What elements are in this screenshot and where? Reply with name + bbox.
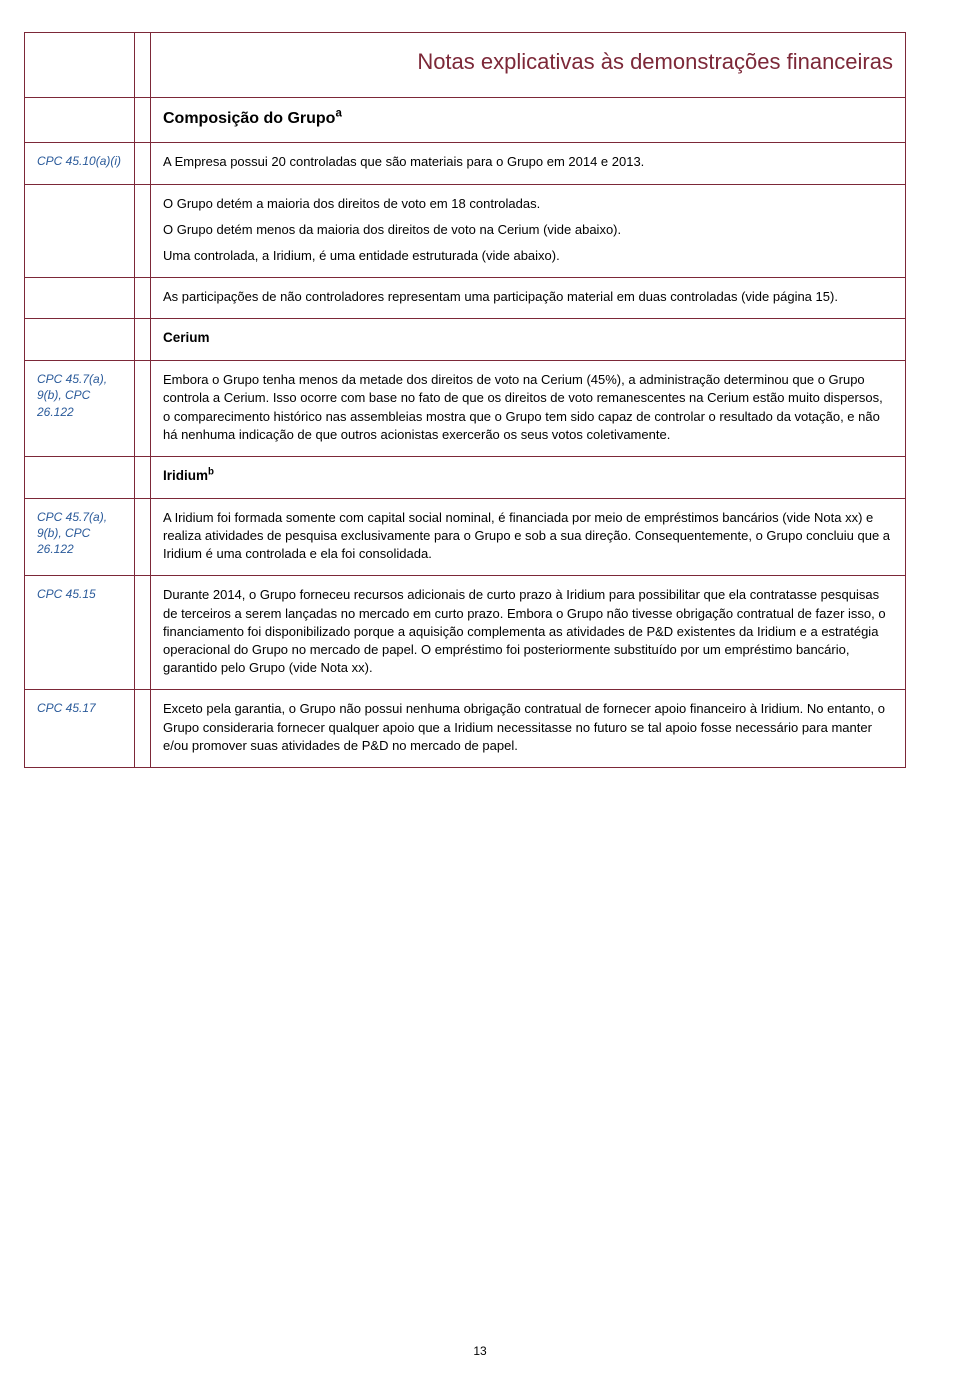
- ref-cell: [25, 98, 135, 143]
- ref-cell: [25, 319, 135, 361]
- page: Notas explicativas às demonstrações fina…: [0, 0, 960, 768]
- body-paragraph: Durante 2014, o Grupo forneceu recursos …: [163, 586, 893, 677]
- body-cell: A Iridium foi formada somente com capita…: [151, 498, 906, 576]
- spacer-cell: [135, 498, 151, 576]
- table-row: Cerium: [25, 319, 906, 361]
- spacer-cell: [135, 456, 151, 498]
- ref-cell: CPC 45.7(a), 9(b), CPC 26.122: [25, 361, 135, 457]
- body-cell: Notas explicativas às demonstrações fina…: [151, 33, 906, 98]
- ref-cell: [25, 184, 135, 278]
- section-title-text: Composição do Grupo: [163, 110, 335, 127]
- sub-heading-text: Iridium: [163, 468, 208, 483]
- notes-table: Notas explicativas às demonstrações fina…: [24, 32, 906, 768]
- spacer-cell: [135, 278, 151, 319]
- spacer-cell: [135, 576, 151, 690]
- table-row: O Grupo detém a maioria dos direitos de …: [25, 184, 906, 278]
- ref-cell: CPC 45.17: [25, 690, 135, 768]
- table-row: CPC 45.7(a), 9(b), CPC 26.122 A Iridium …: [25, 498, 906, 576]
- sub-heading: Cerium: [163, 329, 893, 348]
- ref-cell: [25, 33, 135, 98]
- body-cell: Cerium: [151, 319, 906, 361]
- body-cell: A Empresa possui 20 controladas que são …: [151, 143, 906, 184]
- spacer-cell: [135, 690, 151, 768]
- table-row: CPC 45.10(a)(i) A Empresa possui 20 cont…: [25, 143, 906, 184]
- document-title: Notas explicativas às demonstrações fina…: [163, 43, 893, 85]
- body-paragraph: Exceto pela garantia, o Grupo não possui…: [163, 700, 893, 755]
- ref-cell: CPC 45.7(a), 9(b), CPC 26.122: [25, 498, 135, 576]
- sub-heading-sup: b: [208, 466, 214, 477]
- page-number: 13: [0, 1344, 960, 1358]
- body-paragraph: As participações de não controladores re…: [163, 288, 893, 306]
- section-title-sup: a: [335, 108, 341, 120]
- spacer-cell: [135, 184, 151, 278]
- ref-cell: CPC 45.10(a)(i): [25, 143, 135, 184]
- spacer-cell: [135, 143, 151, 184]
- sub-heading: Iridiumb: [163, 467, 893, 486]
- table-row: CPC 45.7(a), 9(b), CPC 26.122 Embora o G…: [25, 361, 906, 457]
- ref-cell: [25, 278, 135, 319]
- body-cell: Composição do Grupoa: [151, 98, 906, 143]
- body-cell: O Grupo detém a maioria dos direitos de …: [151, 184, 906, 278]
- body-cell: As participações de não controladores re…: [151, 278, 906, 319]
- body-paragraph: Uma controlada, a Iridium, é uma entidad…: [163, 247, 893, 265]
- spacer-cell: [135, 33, 151, 98]
- spacer-cell: [135, 319, 151, 361]
- table-row: CPC 45.17 Exceto pela garantia, o Grupo …: [25, 690, 906, 768]
- table-row: Composição do Grupoa: [25, 98, 906, 143]
- body-paragraph: A Iridium foi formada somente com capita…: [163, 509, 893, 564]
- body-paragraph: O Grupo detém menos da maioria dos direi…: [163, 221, 893, 239]
- body-cell: Iridiumb: [151, 456, 906, 498]
- ref-cell: CPC 45.15: [25, 576, 135, 690]
- body-paragraph: Embora o Grupo tenha menos da metade dos…: [163, 371, 893, 444]
- body-paragraph: O Grupo detém a maioria dos direitos de …: [163, 195, 893, 213]
- spacer-cell: [135, 98, 151, 143]
- table-row: As participações de não controladores re…: [25, 278, 906, 319]
- section-heading: Composição do Grupoa: [163, 108, 893, 130]
- spacer-cell: [135, 361, 151, 457]
- body-cell: Durante 2014, o Grupo forneceu recursos …: [151, 576, 906, 690]
- body-paragraph: A Empresa possui 20 controladas que são …: [163, 153, 893, 171]
- table-row: CPC 45.15 Durante 2014, o Grupo forneceu…: [25, 576, 906, 690]
- body-cell: Embora o Grupo tenha menos da metade dos…: [151, 361, 906, 457]
- table-row: Iridiumb: [25, 456, 906, 498]
- ref-cell: [25, 456, 135, 498]
- table-row: Notas explicativas às demonstrações fina…: [25, 33, 906, 98]
- body-cell: Exceto pela garantia, o Grupo não possui…: [151, 690, 906, 768]
